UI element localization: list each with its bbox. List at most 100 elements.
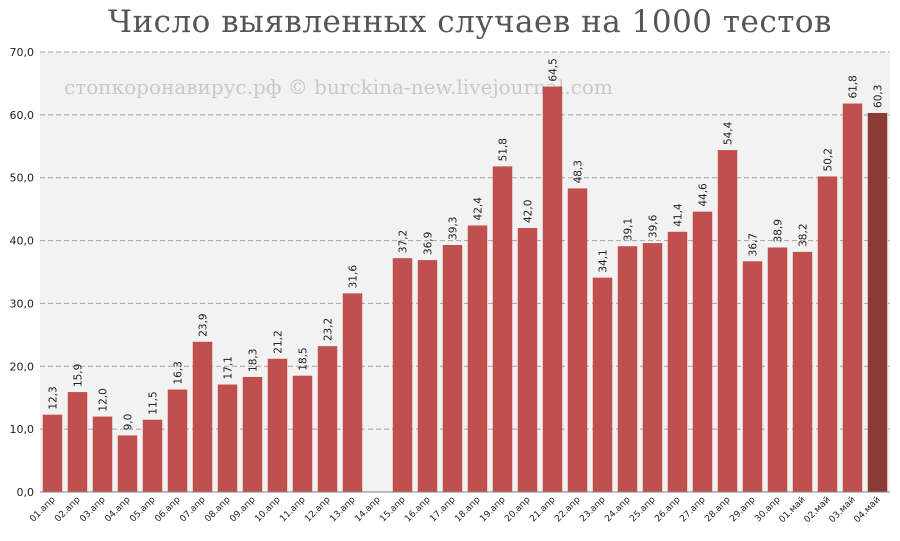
- bar: [417, 260, 438, 492]
- y-tick-label: 20,0: [10, 360, 35, 373]
- bar: [867, 112, 888, 492]
- x-tick-label: 22.апр: [553, 495, 582, 524]
- x-tick-label: 04.апр: [103, 495, 132, 524]
- x-tick-label: 29.апр: [728, 495, 757, 524]
- bar: [517, 228, 538, 492]
- bar: [267, 358, 288, 492]
- y-axis-ticks: 0,0 10,0 20,0 30,0 40,0 50,0 60,0 70,0: [10, 46, 35, 499]
- bar-value-label: 48,3: [573, 160, 585, 183]
- bar: [442, 244, 463, 492]
- x-tick-label: 11.апр: [278, 495, 307, 524]
- x-tick-label: 04.май: [853, 495, 883, 525]
- x-axis-ticks: 01.апр02.апр03.апр04.апр05.апр06.апр07.а…: [28, 495, 882, 525]
- x-tick-label: 14.апр: [353, 495, 382, 524]
- bar: [717, 150, 738, 493]
- x-tick-label: 10.апр: [253, 495, 282, 524]
- bar-value-label: 12,0: [98, 388, 110, 411]
- y-tick-label: 10,0: [10, 423, 35, 436]
- bar-value-label: 41,4: [673, 203, 685, 227]
- bar-value-label: 37,2: [398, 230, 410, 253]
- y-tick-label: 30,0: [10, 297, 35, 310]
- bar: [692, 211, 713, 492]
- bar-value-label: 38,9: [773, 219, 785, 242]
- x-tick-label: 15.апр: [378, 495, 407, 524]
- bar: [167, 389, 188, 492]
- x-tick-label: 02.май: [803, 495, 833, 525]
- bar: [42, 414, 63, 492]
- x-tick-label: 24.апр: [603, 495, 632, 524]
- y-tick-label: 40,0: [10, 235, 35, 248]
- bar-value-label: 11,5: [148, 391, 160, 414]
- x-tick-label: 06.апр: [153, 495, 182, 524]
- bar: [792, 251, 813, 492]
- bar-value-label: 51,8: [498, 138, 510, 161]
- x-tick-label: 01.май: [778, 495, 808, 525]
- x-tick-label: 23.апр: [578, 495, 607, 524]
- bar: [67, 392, 88, 492]
- bar: [642, 243, 663, 492]
- bar-value-label: 54,4: [723, 121, 735, 145]
- bar: [242, 376, 263, 492]
- bar: [667, 231, 688, 492]
- bar: [117, 435, 138, 492]
- bar-value-label: 42,4: [473, 197, 485, 221]
- bar: [842, 103, 863, 493]
- data-labels: 12,3 15,9 12,0 9,0 11,5 16,3 23,9 17,1 18,3 21,2 1…: [48, 58, 885, 430]
- bar-value-label: 17,1: [223, 356, 235, 379]
- bar-value-label: 44,6: [698, 183, 710, 207]
- x-tick-label: 01.апр: [28, 495, 57, 524]
- bar-value-label: 39,1: [623, 218, 635, 241]
- bar-value-label: 18,3: [248, 349, 260, 372]
- bar: [492, 166, 513, 492]
- bar: [567, 188, 588, 492]
- x-tick-label: 27.апр: [678, 495, 707, 524]
- x-tick-label: 20.апр: [503, 495, 532, 524]
- x-tick-label: 03.май: [828, 495, 858, 525]
- x-tick-label: 16.апр: [403, 495, 432, 524]
- chart-title: Число выявленных случаев на 1000 тестов: [108, 4, 832, 40]
- bar-value-label: 50,2: [823, 148, 835, 171]
- bar: [817, 176, 838, 492]
- x-tick-label: 09.апр: [228, 495, 257, 524]
- x-tick-label: 21.апр: [528, 495, 557, 524]
- x-tick-label: 08.апр: [203, 495, 232, 524]
- bar-value-label: 18,5: [298, 347, 310, 370]
- x-tick-label: 26.апр: [653, 495, 682, 524]
- x-tick-label: 28.апр: [703, 495, 732, 524]
- x-tick-label: 03.апр: [78, 495, 107, 524]
- bar: [192, 341, 213, 492]
- bar: [617, 246, 638, 492]
- bar: [92, 416, 113, 492]
- y-tick-label: 70,0: [10, 46, 35, 59]
- bar: [767, 247, 788, 492]
- x-tick-label: 19.апр: [478, 495, 507, 524]
- bar-value-label: 12,3: [48, 386, 60, 409]
- bar: [392, 258, 413, 492]
- bar: [542, 86, 563, 493]
- bar: [317, 346, 338, 492]
- bar-value-label: 38,2: [798, 223, 810, 246]
- bar: [142, 419, 163, 492]
- bar: [592, 277, 613, 492]
- x-tick-label: 07.апр: [178, 495, 207, 524]
- bar-value-label: 34,1: [598, 249, 610, 272]
- bar-value-label: 60,3: [873, 85, 885, 108]
- x-tick-label: 12.апр: [303, 495, 332, 524]
- bar-value-label: 42,0: [523, 200, 535, 223]
- bar: [342, 293, 363, 492]
- bar: [217, 384, 238, 492]
- bar-value-label: 64,5: [548, 58, 560, 81]
- watermark-text: стопкоронавирус.рф © burckina-new.livejo…: [64, 75, 613, 99]
- bar-value-label: 39,3: [448, 217, 460, 240]
- bar: [742, 261, 763, 492]
- y-tick-label: 0,0: [17, 486, 35, 499]
- y-tick-label: 60,0: [10, 109, 35, 122]
- bar-value-label: 9,0: [123, 414, 135, 431]
- bar: [292, 375, 313, 492]
- bar-value-label: 31,6: [348, 265, 360, 289]
- bar: [467, 225, 488, 492]
- bars: [42, 86, 888, 493]
- bar-value-label: 36,9: [423, 232, 435, 255]
- x-tick-label: 13.апр: [328, 495, 357, 524]
- bar-value-label: 16,3: [173, 361, 185, 384]
